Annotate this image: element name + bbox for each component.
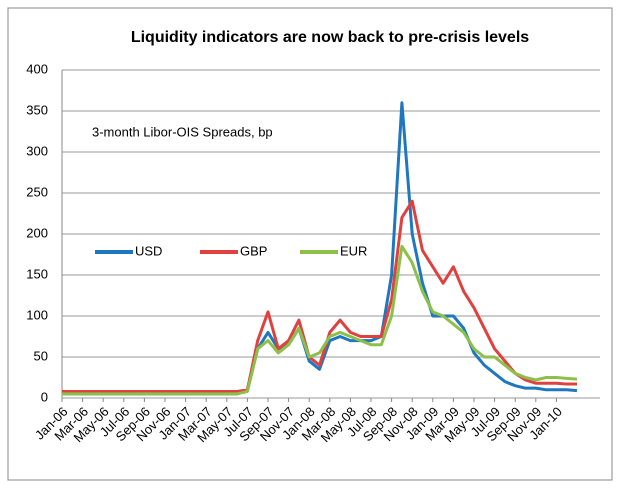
chart-title: Liquidity indicators are now back to pre… (131, 29, 529, 46)
y-tick-label: 100 (26, 307, 48, 322)
y-tick-label: 200 (26, 225, 48, 240)
y-tick-label: 350 (26, 102, 48, 117)
y-tick-label: 400 (26, 61, 48, 76)
y-tick-label: 0 (41, 389, 48, 404)
y-tick-label: 50 (34, 348, 48, 363)
y-tick-label: 250 (26, 184, 48, 199)
series-line (62, 244, 578, 396)
annotation: 3-month Libor-OIS Spreads, bp (92, 124, 273, 139)
y-tick-label: 150 (26, 266, 48, 281)
chart-frame (7, 7, 613, 481)
y-tick-label: 300 (26, 143, 48, 158)
legend-label: GBP (240, 243, 267, 258)
series-line (62, 199, 577, 393)
legend-label: EUR (340, 243, 367, 258)
legend-label: USD (135, 243, 162, 258)
